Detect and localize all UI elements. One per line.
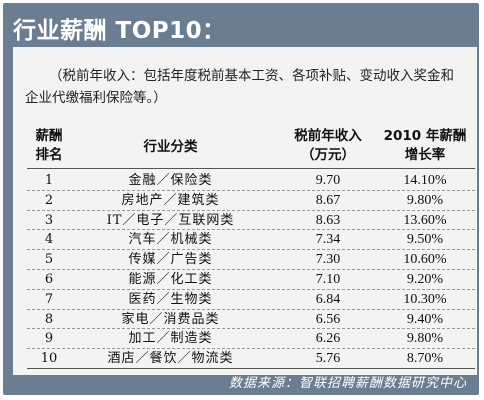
rank-cell: 2	[44, 192, 54, 208]
row-divider	[27, 308, 475, 310]
page-title: 行业薪酬 TOP10：	[13, 18, 226, 44]
industry-cell: IT／电子／互联网类	[106, 212, 235, 228]
income-cell: 6.84	[315, 291, 341, 307]
table-panel: （税前年收入：包括年度税前基本工资、各项补贴、变动收入奖金和企业代缴福利保险等。…	[13, 47, 477, 375]
industry-cell: 医药／生物类	[128, 291, 213, 307]
row-divider	[27, 229, 475, 231]
row-divider	[27, 348, 475, 350]
data-source-caption: 数据来源：智联招聘薪酬数据研究中心	[228, 376, 467, 391]
income-cell: 7.30	[315, 252, 341, 268]
industry-cell: 能源／化工类	[128, 271, 213, 287]
growth-cell: 14.10%	[403, 173, 447, 188]
income-cell: 7.10	[315, 271, 341, 287]
header-income-line1: 税前年收入	[294, 128, 362, 144]
rank-cell: 1	[44, 173, 54, 188]
table-row: 4 汽车／机械类 7.34 9.50%	[13, 230, 477, 251]
row-divider	[27, 367, 475, 369]
table-row: 2 房地产／建筑类 8.67 9.80%	[13, 191, 477, 211]
header-growth-line1: 2010 年薪酬	[383, 128, 467, 144]
header-rank-line1: 薪酬	[35, 128, 63, 144]
rank-cell: 6	[44, 271, 54, 287]
row-divider	[27, 209, 475, 211]
table-row: 6 能源／化工类 7.10 9.20%	[13, 270, 477, 290]
header-rank: 薪酬 排名	[21, 127, 77, 167]
rank-cell: 10	[40, 351, 58, 367]
growth-cell: 9.40%	[406, 311, 444, 327]
income-cell: 6.26	[315, 331, 341, 347]
header-income-line2: （万元）	[301, 147, 355, 163]
row-divider	[27, 328, 475, 330]
row-divider	[27, 249, 475, 251]
income-cell: 8.67	[315, 192, 341, 208]
table-row: 10 酒店／餐饮／物流类 5.76 8.70%	[13, 349, 477, 369]
header-rank-line2: 排名	[35, 147, 63, 163]
header-growth-line2: 增长率	[404, 147, 446, 163]
income-cell: 5.76	[315, 351, 341, 367]
growth-cell: 9.80%	[406, 331, 444, 347]
industry-cell: 加工／制造类	[128, 331, 213, 347]
rank-cell: 7	[44, 291, 54, 307]
growth-cell: 10.30%	[403, 291, 447, 307]
industry-cell: 房地产／建筑类	[121, 192, 220, 208]
infographic-frame: 行业薪酬 TOP10： （税前年收入：包括年度税前基本工资、各项补贴、变动收入奖…	[3, 3, 479, 395]
growth-cell: 9.50%	[406, 232, 444, 248]
rank-cell: 5	[44, 252, 54, 268]
table-row: 1 金融／保险类 9.70 14.10%	[13, 171, 477, 191]
industry-cell: 酒店／餐饮／物流类	[107, 351, 234, 367]
income-cell: 8.63	[315, 212, 341, 228]
income-cell: 6.56	[315, 311, 341, 327]
rank-cell: 4	[44, 232, 54, 248]
table-row: 8 家电／消费品类 6.56 9.40%	[13, 310, 477, 330]
table-row: 9 加工／制造类 6.26 9.80%	[13, 329, 477, 350]
rank-cell: 3	[44, 212, 54, 228]
header-income: 税前年收入 （万元）	[273, 127, 383, 167]
growth-cell: 13.60%	[403, 212, 447, 228]
table-row: 3 IT／电子／互联网类 8.63 13.60%	[13, 211, 477, 231]
income-definition-note: （税前年收入：包括年度税前基本工资、各项补贴、变动收入奖金和企业代缴福利保险等。…	[25, 68, 454, 106]
industry-cell: 传媒／广告类	[128, 252, 213, 268]
table-row: 7 医药／生物类 6.84 10.30%	[13, 290, 477, 310]
income-cell: 7.34	[315, 232, 341, 248]
growth-cell: 9.80%	[406, 192, 444, 208]
row-divider	[27, 288, 475, 290]
salary-table-body: 1 金融／保险类 9.70 14.10% 2 房地产／建筑类 8.67 9.80…	[13, 171, 477, 369]
row-divider	[27, 268, 475, 270]
row-divider	[27, 189, 475, 191]
header-divider	[27, 168, 475, 169]
header-growth: 2010 年薪酬 增长率	[373, 127, 477, 167]
rank-cell: 9	[44, 331, 54, 347]
table-row: 5 传媒／广告类 7.30 10.60%	[13, 250, 477, 270]
income-cell: 9.70	[315, 173, 341, 188]
growth-cell: 10.60%	[403, 252, 447, 268]
growth-cell: 9.20%	[406, 271, 444, 287]
header-industry: 行业分类	[143, 139, 198, 155]
industry-cell: 家电／消费品类	[121, 311, 220, 327]
industry-cell: 汽车／机械类	[128, 232, 213, 248]
rank-cell: 8	[44, 311, 54, 327]
growth-cell: 8.70%	[406, 351, 444, 367]
industry-cell: 金融／保险类	[128, 173, 213, 188]
